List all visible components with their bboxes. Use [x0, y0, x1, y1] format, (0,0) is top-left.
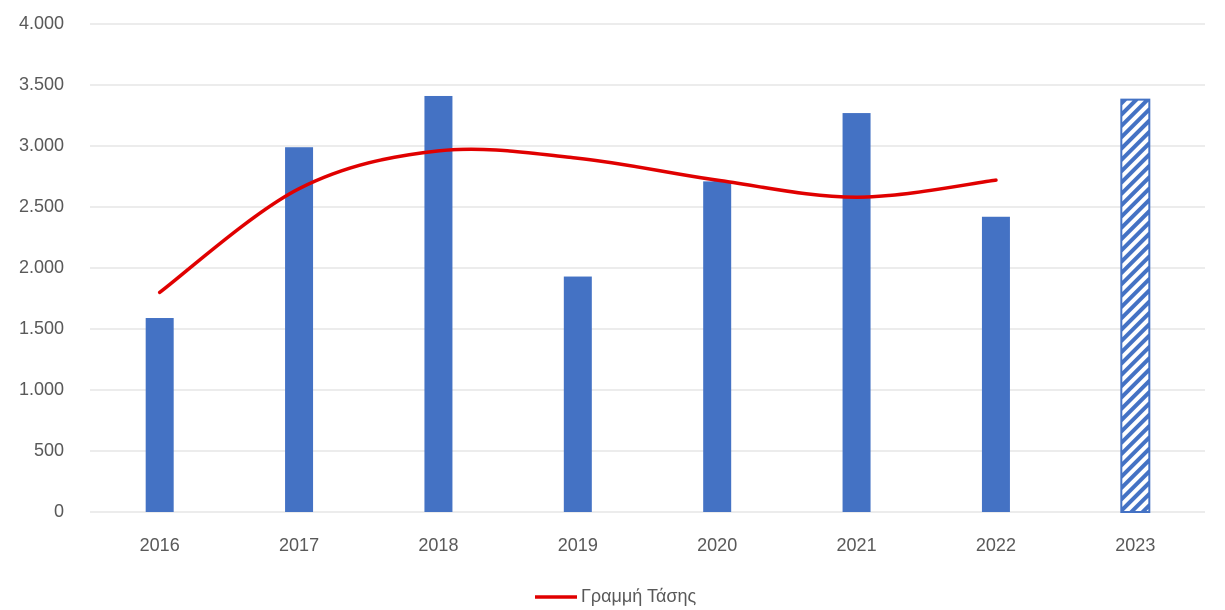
x-tick-label: 2022 [976, 535, 1016, 555]
legend-label: Γραμμή Τάσης [581, 586, 697, 606]
y-tick-label: 3.500 [19, 74, 64, 94]
y-tick-label: 0 [54, 501, 64, 521]
x-tick-label: 2020 [697, 535, 737, 555]
x-tick-label: 2016 [140, 535, 180, 555]
x-tick-label: 2021 [837, 535, 877, 555]
x-tick-label: 2018 [418, 535, 458, 555]
x-tick-label: 2019 [558, 535, 598, 555]
x-tick-label: 2017 [279, 535, 319, 555]
trend-line [157, 147, 998, 295]
bar [981, 216, 1010, 512]
bar [285, 147, 314, 512]
x-tick-label: 2023 [1115, 535, 1155, 555]
y-tick-label: 500 [34, 440, 64, 460]
y-tick-label: 4.000 [19, 13, 64, 33]
bar [563, 276, 592, 512]
bar [703, 181, 732, 512]
bar [842, 113, 871, 512]
y-tick-label: 3.000 [19, 135, 64, 155]
y-tick-label: 2.000 [19, 257, 64, 277]
y-tick-label: 1.500 [19, 318, 64, 338]
bar [145, 318, 174, 512]
y-tick-label: 2.500 [19, 196, 64, 216]
y-tick-label: 1.000 [19, 379, 64, 399]
bar [424, 95, 453, 512]
bar-hatched [1120, 98, 1151, 513]
